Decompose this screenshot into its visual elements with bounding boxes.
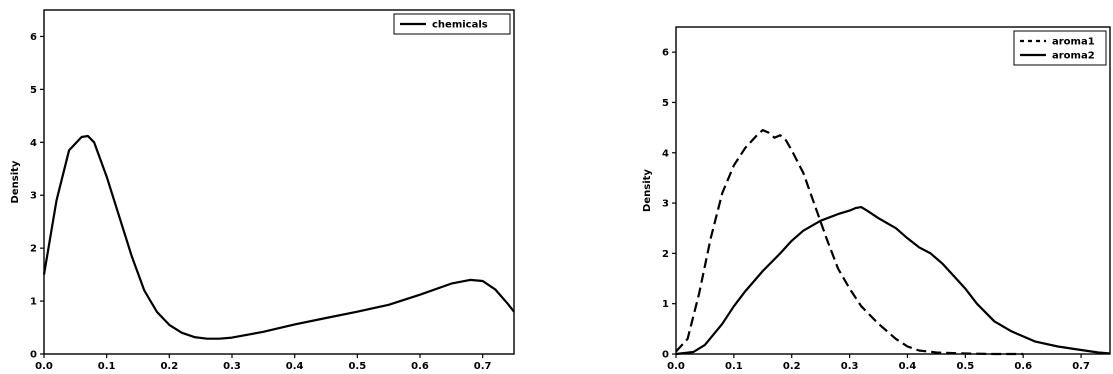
x-tick-label: 0.7	[1072, 361, 1090, 372]
y-tick-label: 4	[662, 148, 669, 159]
y-tick-label: 6	[30, 32, 37, 43]
y-tick-label: 5	[662, 98, 669, 109]
chart-1: 0.0 0.1 0.2 0.3 0.4 0.5 0.6 0.7 0 1 2 3 4 5 6 Density ch…	[10, 9, 515, 372]
x-tick-label: 0.6	[1014, 361, 1032, 372]
series-line-chemicals	[42, 134, 515, 340]
y-axis-label: Density	[10, 160, 21, 203]
x-tick-label: 0.4	[286, 361, 304, 372]
legend: chemicals	[393, 13, 511, 35]
x-tick-label: 0.5	[348, 361, 366, 372]
legend-box	[393, 13, 511, 35]
legend-label-aroma1: aroma1	[1052, 37, 1095, 48]
x-tick-label: 0.7	[474, 361, 492, 372]
y-axis-label: Density	[642, 169, 653, 212]
y-tick-label: 3	[662, 199, 669, 210]
x-tick-label: 0.2	[160, 361, 178, 372]
plot-frame	[675, 26, 1111, 355]
legend-label-chemicals: chemicals	[432, 20, 488, 31]
legend: aroma1 aroma2	[1013, 30, 1107, 66]
chart-2: 0.0 0.1 0.2 0.3 0.4 0.5 0.6 0.7 0 1 2 3 4 5 6 Density ar…	[642, 26, 1111, 372]
x-tick-label: 0.5	[956, 361, 974, 372]
x-tick-label: 0.1	[725, 361, 743, 372]
x-tick-label: 0.4	[899, 361, 917, 372]
y-tick-label: 1	[662, 299, 669, 310]
y-tick-label: 2	[662, 249, 669, 260]
x-tick-label: 0.0	[35, 361, 53, 372]
plot-frame	[43, 9, 515, 355]
legend-box	[1013, 30, 1107, 66]
x-tick-label: 0.3	[223, 361, 241, 372]
x-tick-label: 0.6	[411, 361, 429, 372]
series-line-aroma2	[675, 206, 1111, 356]
y-tick-label: 2	[30, 244, 37, 255]
y-tick-label: 6	[662, 48, 669, 59]
x-tick-label: 0.3	[841, 361, 859, 372]
x-tick-label: 0.0	[667, 361, 685, 372]
legend-label-aroma2: aroma2	[1052, 51, 1095, 62]
y-tick-label: 0	[662, 350, 669, 361]
x-tick-label: 0.2	[783, 361, 801, 372]
x-tick-label: 0.1	[98, 361, 116, 372]
y-tick-label: 0	[30, 350, 37, 361]
series-line-aroma1	[675, 129, 1024, 356]
y-tick-label: 1	[30, 297, 37, 308]
y-tick-label: 3	[30, 191, 37, 202]
y-tick-label: 4	[30, 138, 37, 149]
y-tick-label: 5	[30, 85, 37, 96]
